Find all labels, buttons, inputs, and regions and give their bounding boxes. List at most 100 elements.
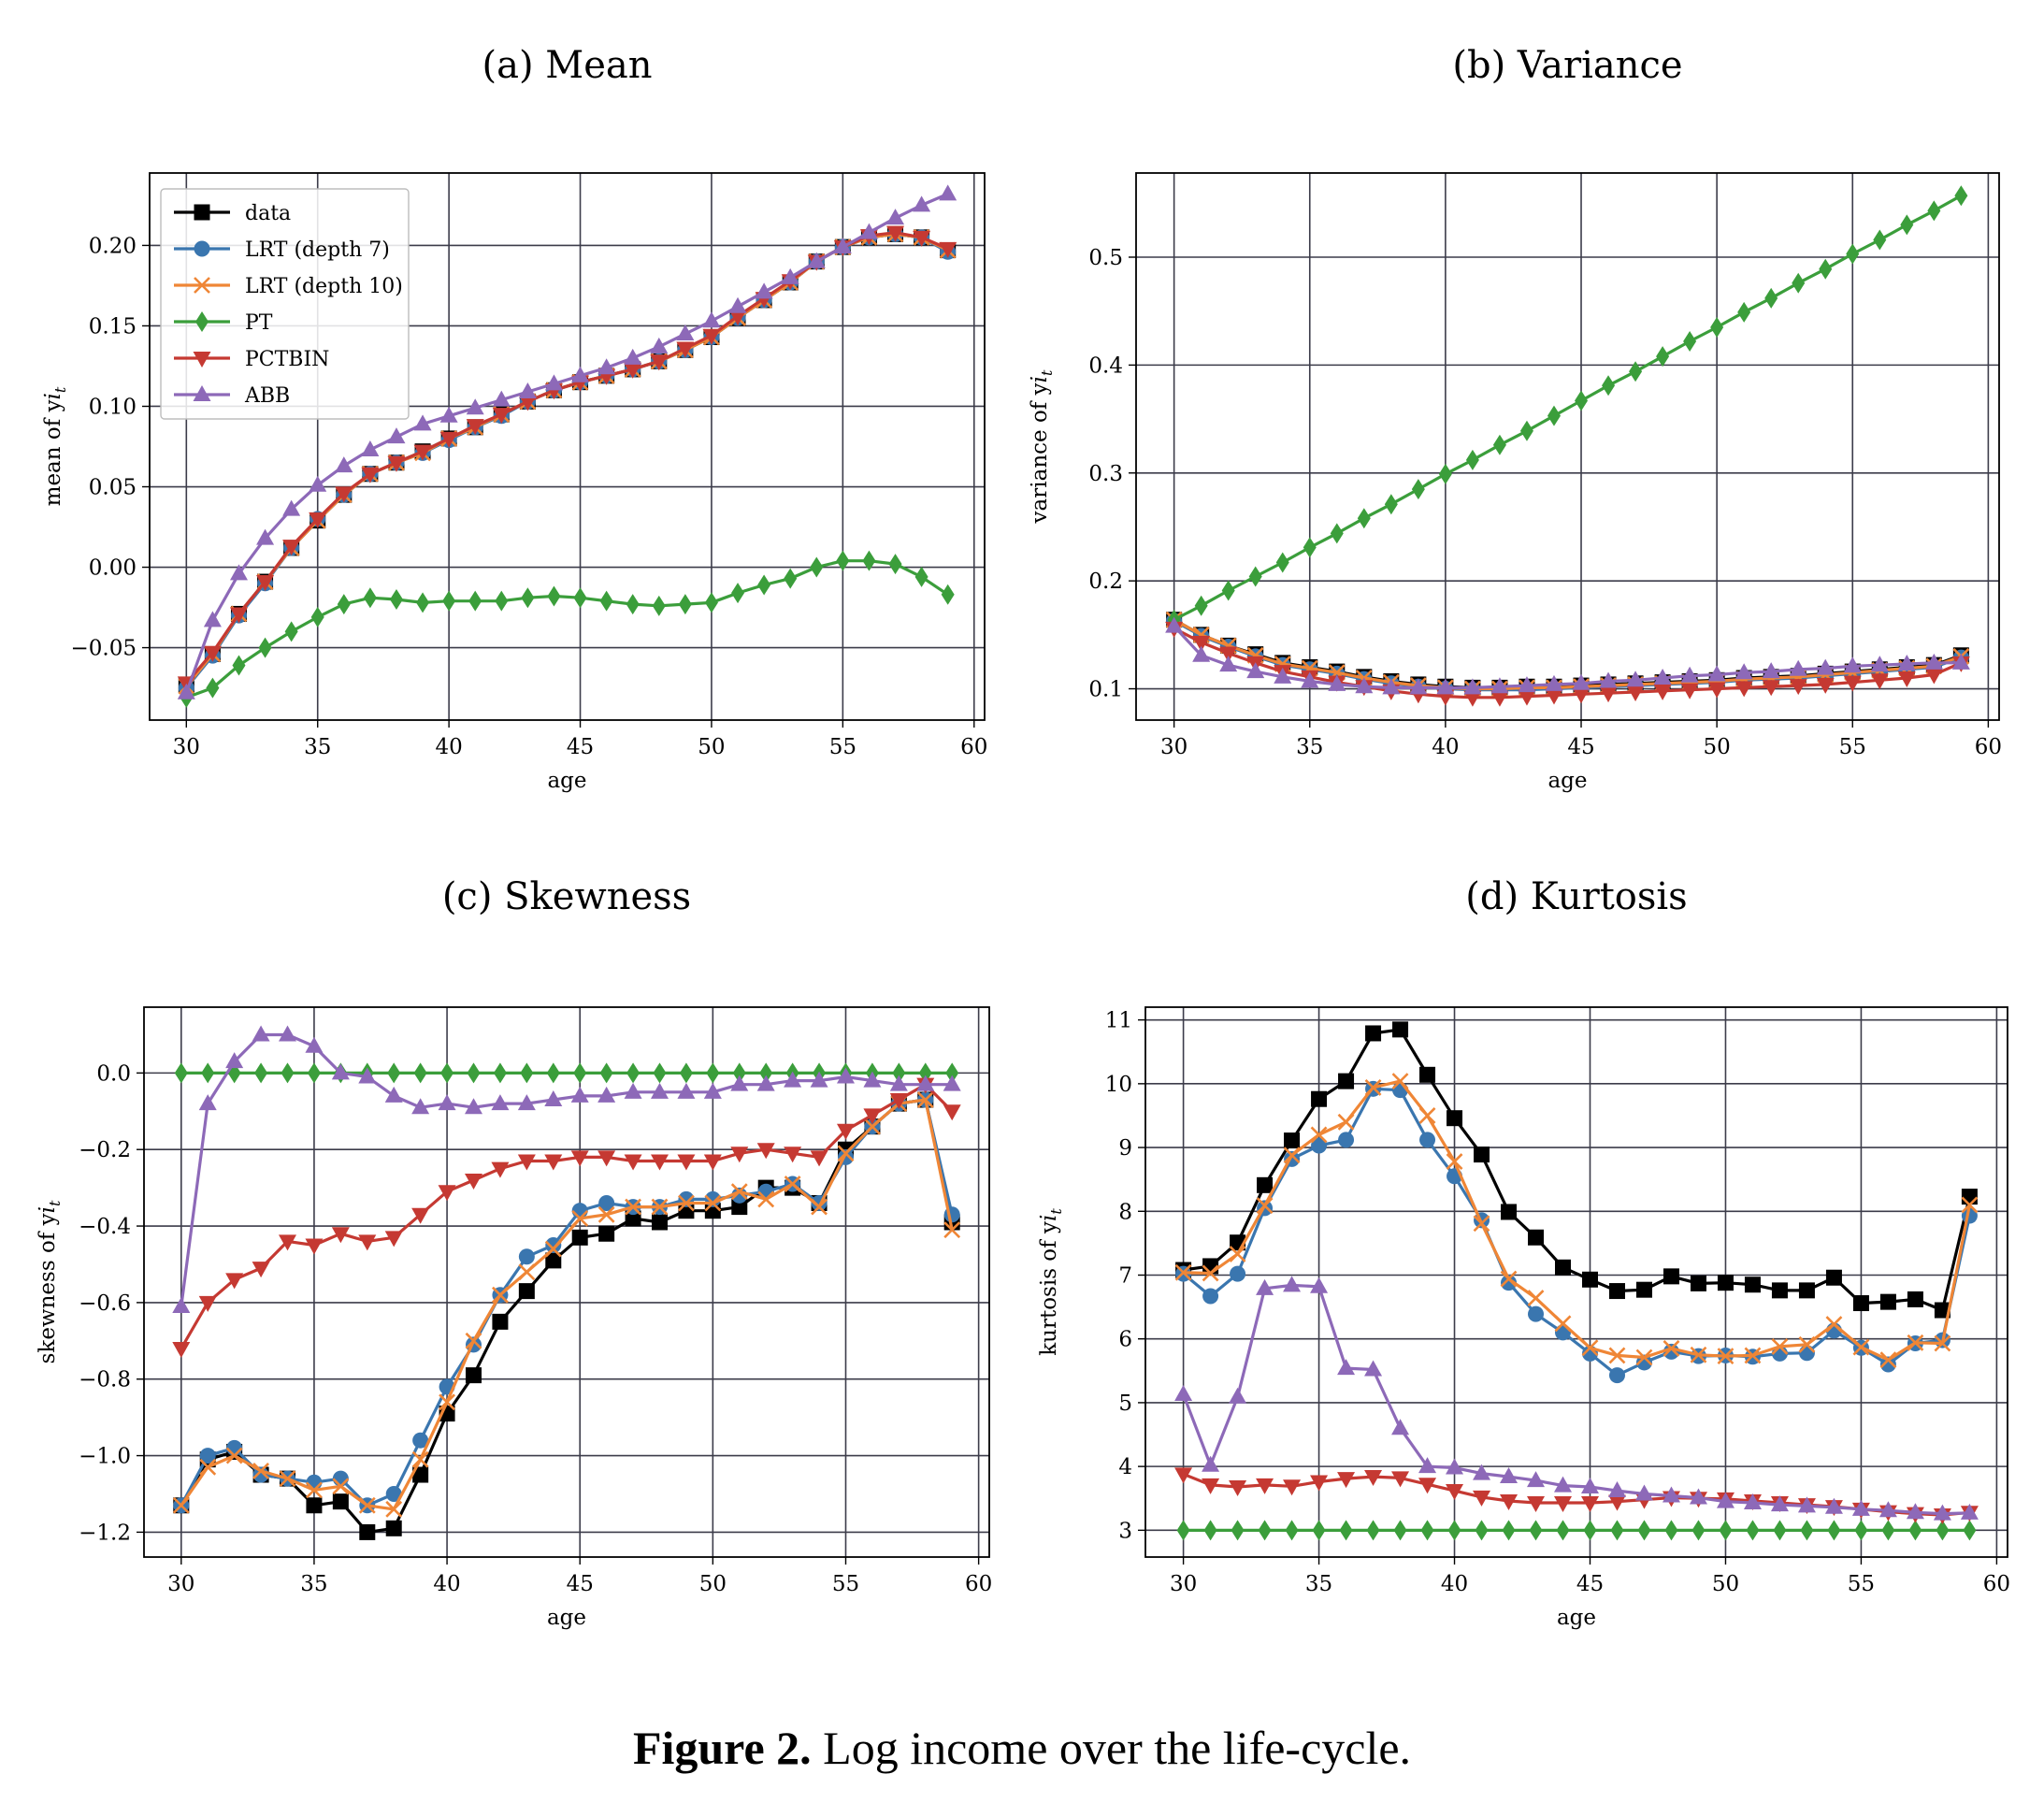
point-abb: [1500, 1467, 1519, 1484]
point-pctbin: [1418, 1478, 1437, 1494]
grid: [1145, 1007, 2008, 1557]
point-data: [651, 1214, 668, 1231]
x-tick-label: 40: [433, 1572, 460, 1596]
legend-marker: [194, 277, 210, 294]
legend-marker: [195, 311, 209, 332]
point-pctbin: [784, 1147, 802, 1163]
point-pctbin: [1572, 687, 1591, 704]
point-lrt10: [1283, 1147, 1301, 1164]
point-pctbin: [650, 1154, 669, 1171]
point-abb: [309, 475, 327, 492]
point-pctbin: [517, 1154, 536, 1171]
point-pt: [1746, 1520, 1760, 1541]
point-lrt10: [916, 1091, 934, 1108]
x-axis-label: age: [1557, 1606, 1596, 1630]
point-lrt10: [1364, 1079, 1382, 1096]
point-pt: [1664, 1520, 1678, 1541]
point-abb: [1355, 677, 1374, 694]
point-abb: [677, 1082, 696, 1099]
point-lrt7: [1419, 1132, 1436, 1148]
point-abb: [1870, 656, 1889, 672]
point-pctbin: [1256, 1478, 1274, 1494]
point-abb: [1473, 1464, 1491, 1480]
point-pctbin: [1283, 1479, 1302, 1496]
x-tick-label: 55: [1839, 735, 1866, 759]
point-lrt10: [651, 1198, 669, 1216]
point-pctbin: [650, 354, 669, 371]
point-abb: [1878, 1501, 1897, 1518]
legend-label: LRT (depth 10): [245, 275, 403, 298]
point-lrt7: [385, 1485, 402, 1502]
point-abb: [1202, 1455, 1220, 1472]
point-lrt10: [1663, 1340, 1680, 1357]
y-tick-label: −1.2: [79, 1521, 131, 1545]
y-tick-label: 4: [1118, 1455, 1132, 1479]
point-pt: [1691, 1520, 1706, 1541]
point-pt: [732, 1062, 746, 1084]
point-pctbin: [491, 1161, 510, 1178]
x-tick-label: 60: [960, 735, 987, 759]
point-lrt7: [332, 1470, 349, 1487]
series-line-lrt10: [1183, 1079, 1971, 1362]
legend-marker: [194, 204, 210, 221]
y-tick-label: 11: [1105, 1009, 1132, 1033]
point-pctbin: [1680, 683, 1699, 700]
point-pt: [1475, 1520, 1489, 1541]
point-data: [1365, 1025, 1382, 1042]
point-pt: [626, 1062, 641, 1084]
point-pt: [1492, 434, 1506, 455]
point-pt: [254, 1062, 268, 1084]
point-abb: [1518, 676, 1536, 693]
point-abb: [1527, 1471, 1546, 1488]
y-tick-label: 10: [1105, 1073, 1132, 1097]
point-abb: [411, 1098, 430, 1115]
y-tick-label: 0.1: [1088, 678, 1123, 702]
x-tick-label: 50: [1712, 1572, 1739, 1596]
point-abb: [1680, 666, 1699, 683]
point-data: [1419, 1066, 1436, 1083]
point-abb: [624, 348, 642, 365]
point-lrt7: [1338, 1132, 1355, 1148]
point-pt: [757, 574, 771, 596]
point-pctbin: [361, 467, 380, 483]
point-pctbin: [1174, 1467, 1193, 1484]
point-pctbin: [1229, 1479, 1247, 1496]
point-pt: [892, 1062, 906, 1084]
point-pctbin: [305, 1238, 324, 1255]
point-lrt10: [411, 1450, 429, 1468]
point-pctbin: [1310, 1475, 1329, 1492]
point-abb: [1716, 1492, 1735, 1508]
point-abb: [1707, 665, 1726, 682]
point-pctbin: [1518, 689, 1536, 706]
point-data: [1284, 1132, 1301, 1149]
point-data: [332, 1493, 349, 1510]
point-pt: [1881, 1520, 1895, 1541]
point-abb: [810, 1071, 828, 1088]
point-pt: [520, 1062, 534, 1084]
legend-marker: [193, 385, 211, 401]
point-data: [625, 1210, 641, 1227]
point-data: [518, 1283, 535, 1300]
point-lrt10: [1771, 1337, 1789, 1355]
y-tick-label: 0.20: [89, 234, 137, 258]
point-lrt10: [1690, 1346, 1707, 1363]
point-pctbin: [702, 328, 721, 345]
point-lrt10: [199, 1458, 217, 1476]
series-line-data: [1183, 1028, 1971, 1312]
point-pt: [1908, 1520, 1922, 1541]
point-pt: [1637, 1520, 1651, 1541]
point-abb: [282, 499, 301, 516]
legend-item-lrt10: LRT (depth 10): [174, 275, 403, 298]
y-axis-label: mean of yit: [41, 386, 69, 506]
y-tick-label: 0.00: [89, 556, 137, 581]
point-pctbin: [676, 341, 695, 358]
point-lrt10: [252, 1463, 270, 1479]
point-pctbin: [279, 1234, 297, 1251]
point-abb: [466, 398, 484, 415]
point-data: [1528, 1229, 1545, 1246]
point-pt: [206, 677, 220, 699]
point-data: [1744, 1277, 1761, 1293]
chart-panel-3: (c) Skewness 30 35 40 45 50 55 60 −1.2 −1.0 −0.8 −0…: [36, 875, 992, 1630]
chart-title: (a) Mean: [482, 44, 652, 87]
series-group: [177, 184, 957, 708]
